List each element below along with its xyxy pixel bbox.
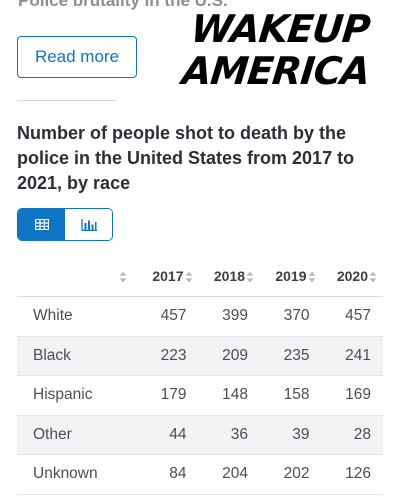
sort-icon bbox=[185, 271, 192, 283]
table-cell: 179 bbox=[137, 375, 199, 416]
row-label: White bbox=[17, 296, 137, 337]
overlay-line-1: WAKEUP bbox=[188, 7, 372, 51]
table-cell: 44 bbox=[137, 415, 199, 455]
table-row: Black 223 209 235 241 bbox=[17, 336, 383, 376]
table-cell: 148 bbox=[198, 375, 260, 416]
data-table: 2017 2018 2019 2020 White 457 399 370 45… bbox=[17, 256, 383, 495]
column-header[interactable]: 2018 bbox=[198, 256, 260, 297]
table-cell: 126 bbox=[321, 454, 383, 495]
table-row: Unknown 84 204 202 126 bbox=[17, 454, 383, 495]
table-row: Other 44 36 39 28 bbox=[17, 415, 383, 455]
column-header[interactable]: 2017 bbox=[137, 256, 199, 297]
chart-title: Number of people shot to death by the po… bbox=[17, 123, 355, 193]
table-view-button[interactable] bbox=[18, 209, 65, 240]
table-cell: 223 bbox=[137, 336, 199, 376]
column-header[interactable]: 2019 bbox=[260, 256, 322, 297]
row-label: Unknown bbox=[17, 454, 137, 495]
column-header-label: 2018 bbox=[213, 268, 245, 284]
topic-link[interactable]: Police brutality in the U.S. bbox=[18, 0, 228, 10]
sort-icon bbox=[369, 271, 377, 283]
table-cell: 457 bbox=[137, 296, 199, 337]
read-more-button[interactable]: Read more bbox=[17, 36, 137, 78]
table-cell: 158 bbox=[260, 375, 322, 416]
row-label: Black bbox=[17, 336, 137, 376]
table-cell: 370 bbox=[260, 296, 322, 337]
row-label: Other bbox=[17, 415, 137, 455]
column-header[interactable]: 2020 bbox=[321, 256, 383, 297]
overlay-line-2: AMERICA bbox=[180, 49, 372, 93]
table-row: Hispanic 179 148 158 169 bbox=[17, 375, 383, 416]
table-cell: 36 bbox=[198, 415, 260, 455]
column-header-label: 2020 bbox=[336, 268, 368, 284]
chart-view-button[interactable] bbox=[65, 209, 112, 240]
bar-chart-icon bbox=[80, 218, 97, 231]
overlay-caption: WAKEUP AMERICA bbox=[158, 7, 399, 93]
table-cell: 204 bbox=[198, 454, 260, 495]
table-cell: 457 bbox=[321, 296, 383, 337]
table-cell: 202 bbox=[260, 454, 322, 495]
table-cell: 399 bbox=[198, 296, 260, 337]
table-cell: 84 bbox=[137, 454, 199, 495]
sort-icon bbox=[246, 271, 254, 283]
table-icon bbox=[34, 219, 49, 230]
column-header-label: 2019 bbox=[275, 268, 307, 284]
table-cell: 39 bbox=[260, 415, 322, 455]
table-cell: 169 bbox=[321, 375, 383, 416]
sort-icon bbox=[119, 271, 127, 283]
column-header-label: 2017 bbox=[152, 268, 184, 284]
table-row: White 457 399 370 457 bbox=[17, 296, 383, 337]
table-header-row: 2017 2018 2019 2020 bbox=[17, 256, 383, 297]
table-cell: 209 bbox=[198, 336, 260, 376]
sort-label-column[interactable] bbox=[17, 256, 137, 297]
table-cell: 235 bbox=[260, 336, 322, 376]
view-toggle bbox=[17, 208, 113, 241]
divider bbox=[17, 100, 117, 101]
table-cell: 28 bbox=[321, 415, 383, 455]
row-label: Hispanic bbox=[17, 375, 137, 416]
sort-icon bbox=[308, 271, 315, 283]
table-cell: 241 bbox=[321, 336, 383, 376]
